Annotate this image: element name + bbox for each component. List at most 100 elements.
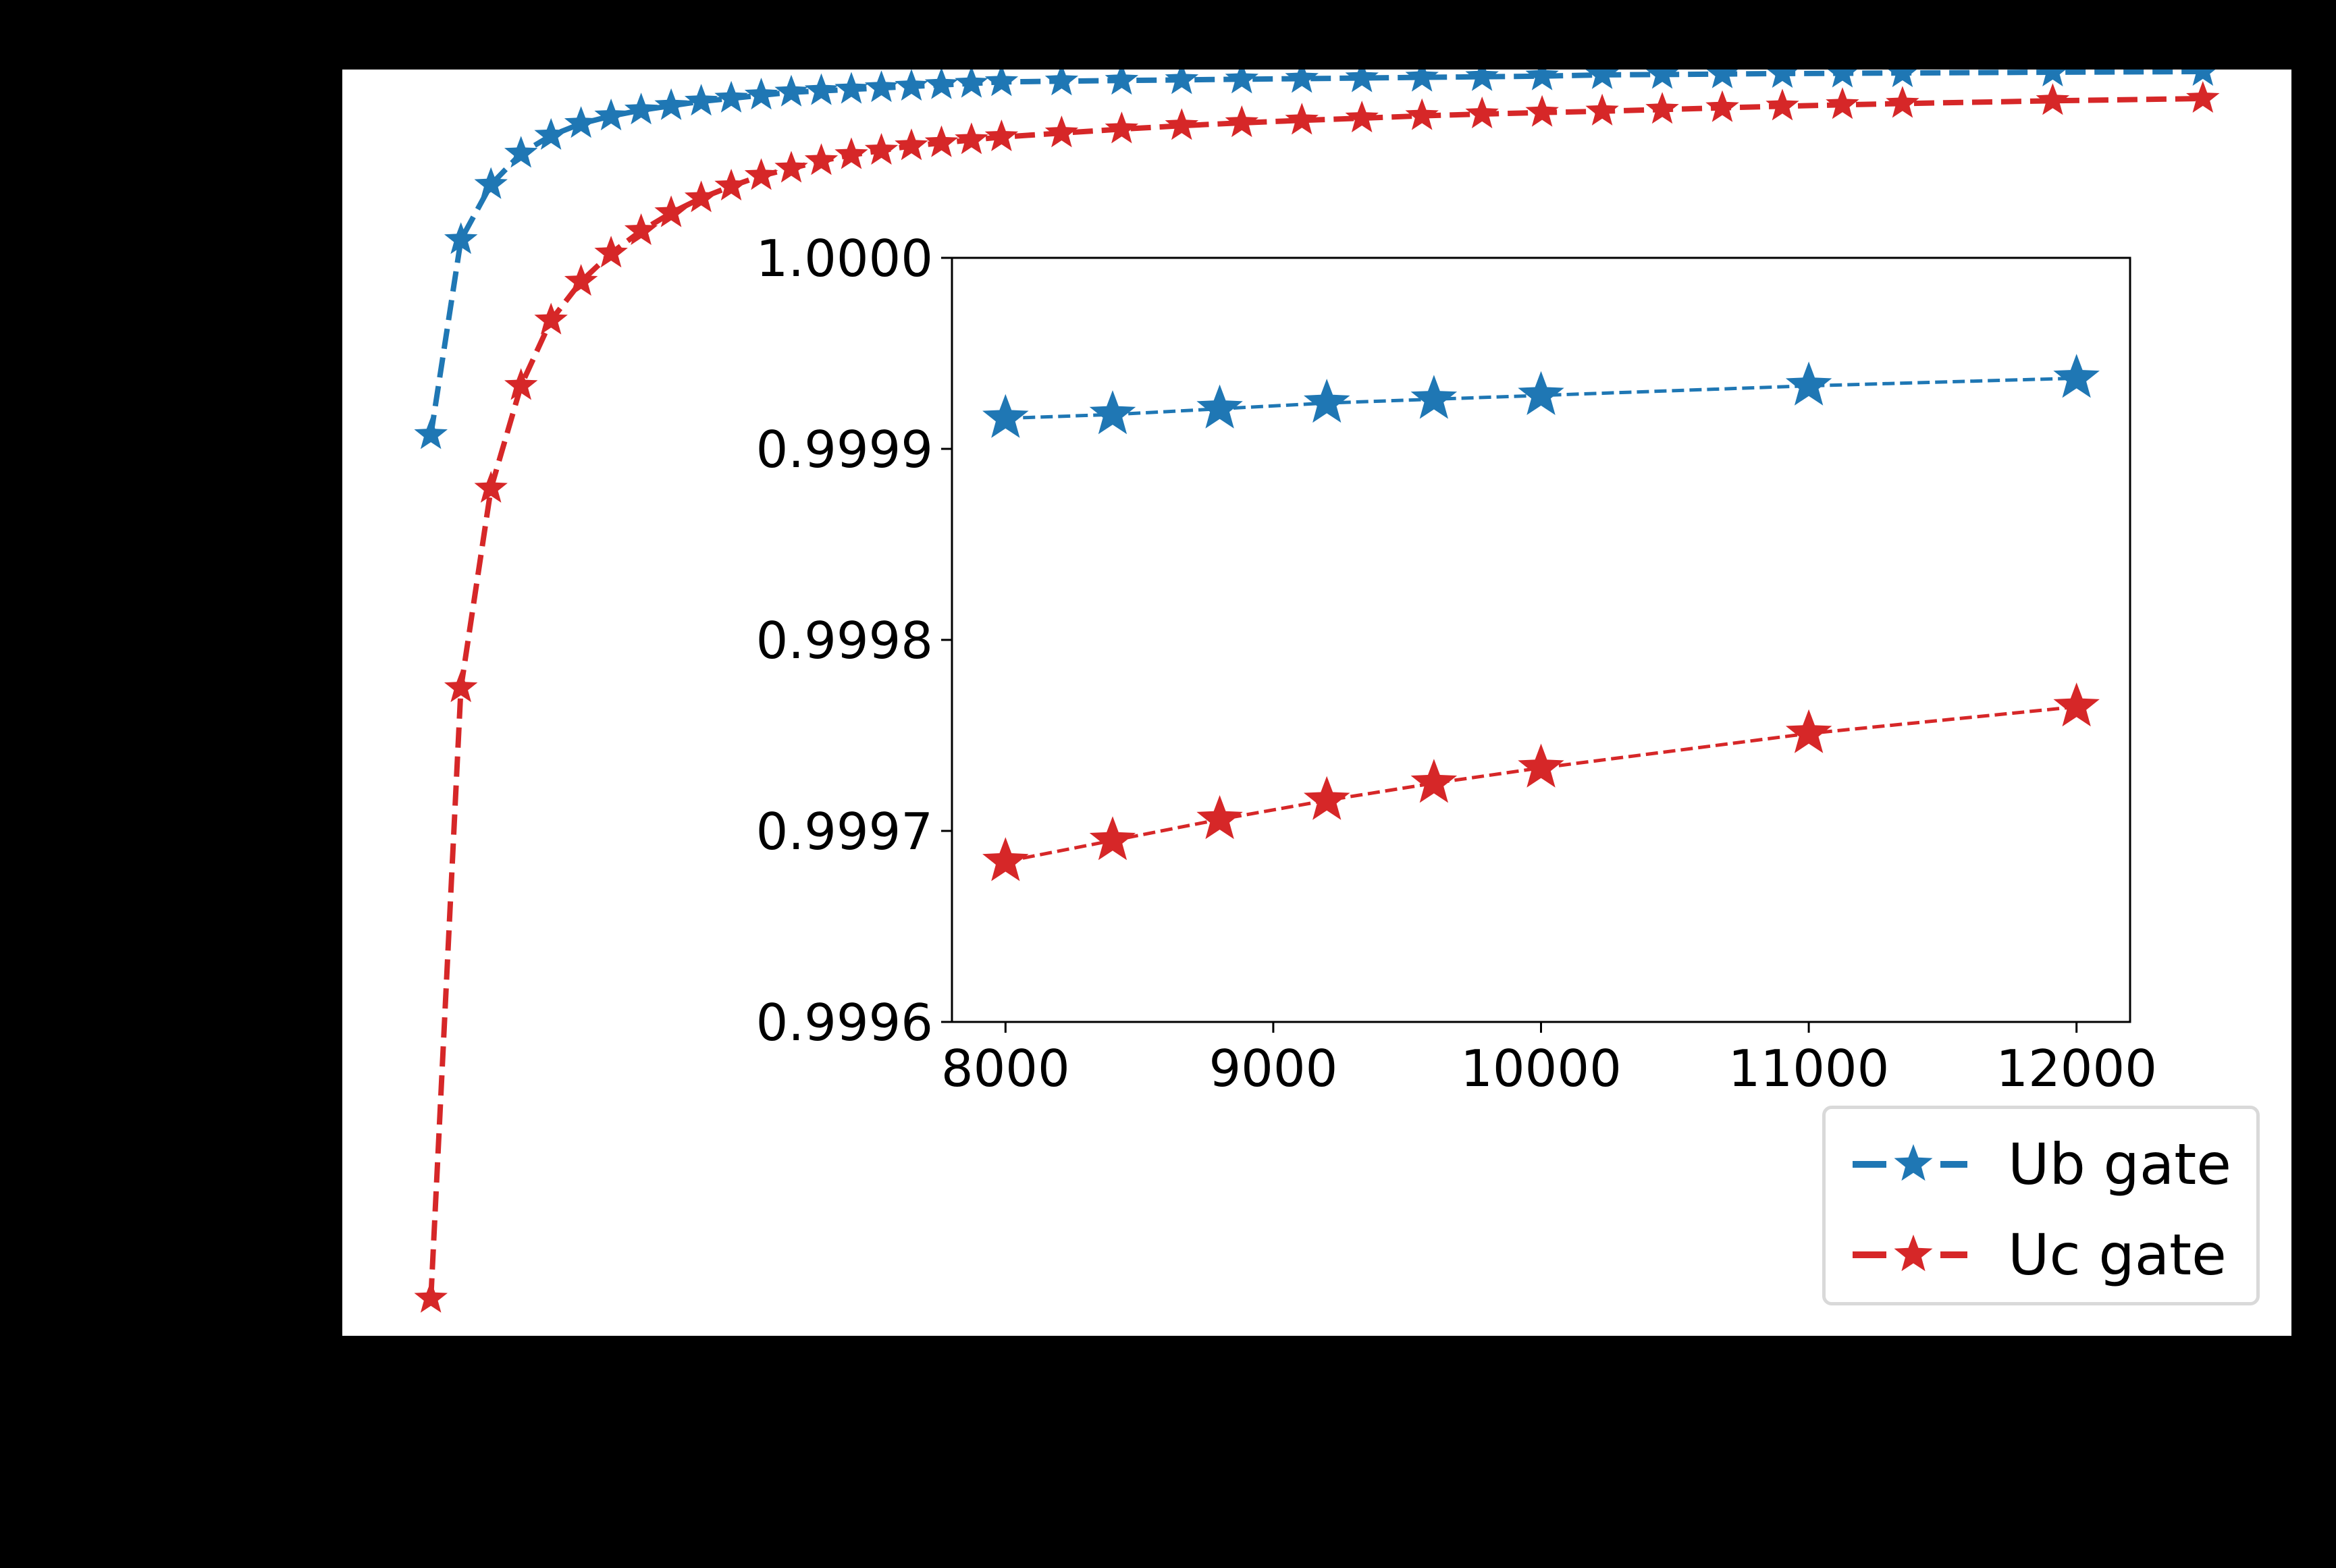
star-marker-icon: [1105, 111, 1139, 144]
star-marker-icon: [1706, 70, 1738, 88]
star-marker-icon: [504, 136, 538, 168]
star-marker-icon: [982, 394, 1029, 438]
star-marker-icon: [1646, 70, 1679, 89]
star-marker-icon: [1525, 70, 1559, 90]
star-marker-icon: [744, 78, 778, 110]
star-marker-icon: [1410, 375, 1458, 419]
star-marker-icon: [864, 133, 899, 165]
inset-y-tick-label: 0.9997: [756, 802, 933, 861]
star-marker-icon: [444, 222, 478, 254]
star-marker-icon: [1886, 86, 1919, 118]
inset-axes: 0.9996 0.9997 0.9998 0.9999 1.0000 8000 9000 10…: [756, 229, 2157, 1098]
star-marker-icon: [564, 264, 598, 296]
star-marker-icon: [1410, 759, 1458, 803]
star-marker-icon: [834, 137, 868, 169]
star-marker-icon: [1285, 70, 1319, 93]
star-marker-icon: [474, 167, 508, 199]
main-plot-series: [414, 70, 2220, 1313]
star-marker-icon: [624, 92, 658, 125]
star-marker-icon: [1585, 93, 1619, 126]
star-marker-icon: [2036, 83, 2070, 115]
star-marker-icon: [1165, 108, 1199, 140]
legend-star-marker-icon: [1853, 1235, 1967, 1272]
legend-star-marker-icon: [1853, 1144, 1967, 1181]
star-marker-icon: [474, 470, 508, 503]
star-marker-icon: [1785, 361, 1832, 406]
star-marker-icon: [982, 837, 1029, 882]
star-marker-icon: [1525, 94, 1559, 127]
star-marker-icon: [1345, 70, 1379, 92]
star-marker-icon: [1518, 743, 1564, 788]
star-marker-icon: [1766, 88, 1799, 121]
star-marker-icon: [1196, 384, 1243, 429]
star-marker-icon: [684, 180, 718, 213]
star-marker-icon: [534, 302, 568, 335]
star-marker-icon: [804, 73, 839, 105]
star-marker-icon: [984, 70, 1019, 97]
star-marker-icon: [414, 417, 448, 450]
inset-y-tick-label: 0.9996: [756, 993, 933, 1052]
star-marker-icon: [1518, 371, 1564, 415]
star-marker-icon: [1888, 70, 1917, 88]
star-marker-icon: [1345, 101, 1379, 133]
star-marker-icon: [1645, 92, 1679, 124]
star-marker-icon: [744, 158, 778, 190]
star-marker-icon: [924, 70, 959, 99]
inset-y-tick-label: 1.0000: [756, 229, 933, 288]
star-marker-icon: [414, 1280, 448, 1313]
star-marker-icon: [2053, 354, 2100, 398]
star-marker-icon: [1828, 70, 1857, 88]
star-marker-icon: [1089, 390, 1136, 435]
star-marker-icon: [1165, 70, 1199, 94]
legend-item-ub-gate: Ub gate: [1826, 1124, 2256, 1205]
series-line: [1005, 376, 2077, 421]
star-marker-icon: [1826, 87, 1859, 119]
star-marker-icon: [955, 122, 988, 155]
star-marker-icon: [895, 70, 928, 101]
star-marker-icon: [2186, 81, 2220, 113]
inset-x-tick-label: 9000: [1209, 1039, 1337, 1098]
star-marker-icon: [2190, 70, 2216, 86]
series-uc-gate: [414, 81, 2220, 1313]
star-marker-icon: [774, 74, 808, 107]
star-marker-icon: [1465, 97, 1499, 129]
star-marker-icon: [1585, 70, 1619, 89]
inset-plot-series: [982, 354, 2100, 882]
star-marker-icon: [1767, 70, 1798, 88]
star-marker-icon: [984, 119, 1019, 151]
star-marker-icon: [1225, 105, 1258, 138]
inset-x-tick-label: 11000: [1728, 1039, 1890, 1098]
legend: Ub gate Uc gate: [1822, 1106, 2260, 1305]
series-ub-gate: [414, 70, 2216, 450]
inset-x-tick-label: 10000: [1460, 1039, 1622, 1098]
inset-x-tick-label: 12000: [1996, 1039, 2157, 1098]
star-marker-icon: [774, 151, 808, 183]
star-marker-icon: [594, 99, 628, 131]
star-marker-icon: [1405, 70, 1439, 92]
star-marker-icon: [444, 670, 478, 703]
star-marker-icon: [1089, 816, 1136, 861]
star-marker-icon: [834, 72, 868, 104]
legend-label: Uc gate: [2008, 1222, 2227, 1288]
star-marker-icon: [804, 143, 839, 175]
inset-x-tick-label: 8000: [941, 1039, 1070, 1098]
star-marker-icon: [1225, 70, 1258, 94]
star-marker-icon: [624, 213, 658, 245]
star-marker-icon: [1105, 70, 1139, 95]
star-marker-icon: [1304, 379, 1350, 423]
inset-y-tick-label: 0.9998: [756, 611, 933, 670]
star-marker-icon: [534, 117, 568, 150]
star-marker-icon: [1044, 70, 1079, 96]
star-marker-icon: [504, 368, 538, 400]
star-marker-icon: [564, 106, 598, 138]
star-marker-icon: [654, 195, 688, 227]
star-marker-icon: [895, 128, 928, 161]
star-marker-icon: [955, 70, 988, 98]
star-marker-icon: [2039, 70, 2066, 86]
star-marker-icon: [654, 88, 688, 120]
star-marker-icon: [2053, 682, 2100, 727]
star-marker-icon: [1044, 115, 1079, 148]
star-marker-icon: [1405, 98, 1439, 130]
inset-y-tick-label: 0.9999: [756, 420, 933, 479]
series-ub-gate: [982, 354, 2100, 438]
